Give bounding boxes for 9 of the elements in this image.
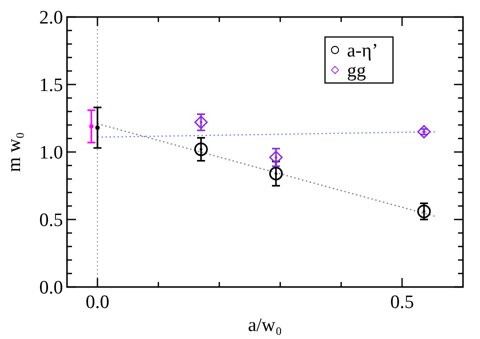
y-tick-label: 2.0: [39, 8, 63, 29]
legend-label: gg: [347, 60, 366, 82]
y-tick-label: 1.0: [39, 142, 63, 164]
y-tick-label: 0.5: [39, 210, 63, 232]
y-tick-label: 1.5: [39, 75, 63, 96]
y-tick-label: 0.0: [39, 278, 63, 299]
legend-label: a-η’: [347, 40, 378, 62]
x-axis-title: a/w₀: [248, 315, 282, 336]
y-axis-title: m w₀: [4, 132, 25, 172]
